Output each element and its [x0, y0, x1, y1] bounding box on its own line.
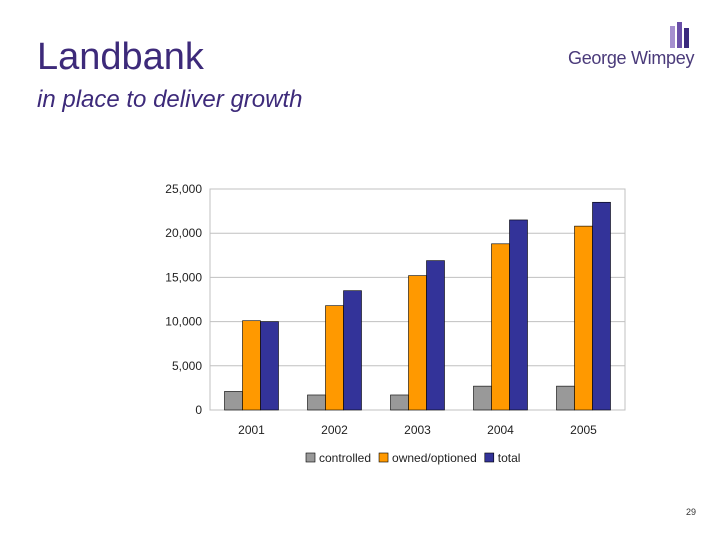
y-tick-label: 10,000 — [165, 315, 202, 329]
x-tick-label: 2004 — [487, 423, 514, 437]
bar-total — [509, 219, 528, 411]
bar-controlled — [556, 385, 575, 411]
bar-total — [260, 321, 279, 411]
bar-total — [592, 201, 611, 411]
x-tick-label: 2002 — [321, 423, 348, 437]
y-tick-label: 25,000 — [165, 182, 202, 196]
y-tick-label: 0 — [195, 403, 202, 417]
x-tick-label: 2005 — [570, 423, 597, 437]
x-tick-label: 2001 — [238, 423, 265, 437]
legend-swatch — [378, 452, 389, 463]
legend-label: owned/optioned — [392, 451, 477, 465]
logo-text: George Wimpey — [568, 48, 695, 68]
bar-owned-optioned — [574, 225, 593, 411]
company-logo: George Wimpey — [568, 20, 708, 70]
bar-owned-optioned — [325, 305, 344, 411]
bar-controlled — [473, 385, 492, 411]
slide-title: Landbank — [37, 36, 204, 78]
legend-label: total — [498, 451, 521, 465]
legend-label: controlled — [319, 451, 371, 465]
bar-controlled — [307, 394, 326, 411]
bar-owned-optioned — [408, 275, 427, 411]
bar-chart: 0 5,000 10,000 15,000 20,000 25,000 2001 2002 20… — [165, 182, 626, 465]
logo-mark-icon — [670, 22, 689, 48]
legend-swatch — [305, 452, 316, 463]
x-tick-label: 2003 — [404, 423, 431, 437]
bar-owned-optioned — [491, 243, 510, 411]
page-number: 29 — [686, 507, 697, 517]
bar-total — [343, 290, 362, 411]
logo-bar-3 — [684, 28, 689, 48]
bar-controlled — [224, 391, 243, 411]
slide-subtitle: in place to deliver growth — [37, 86, 303, 113]
logo-bar-2 — [677, 22, 682, 48]
y-tick-label: 15,000 — [165, 270, 202, 284]
logo-bar-1 — [670, 26, 675, 48]
y-tick-label: 5,000 — [172, 359, 202, 373]
bar-owned-optioned — [242, 320, 261, 411]
legend-swatch — [484, 452, 495, 463]
y-tick-label: 20,000 — [165, 226, 202, 240]
bar-controlled — [390, 394, 409, 411]
bar-total — [426, 260, 445, 411]
